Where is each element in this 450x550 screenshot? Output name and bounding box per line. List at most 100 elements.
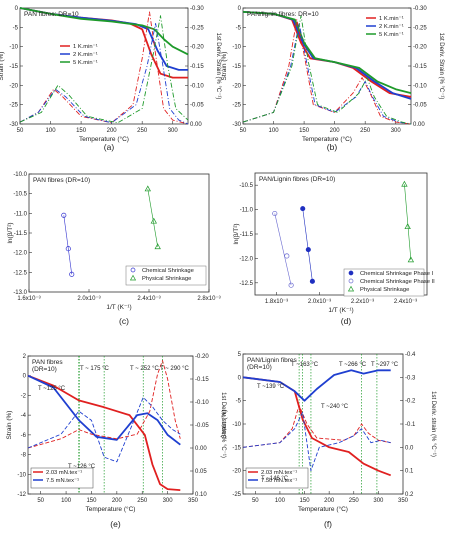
fit-line (274, 213, 292, 286)
fit-line (147, 188, 158, 247)
x-tick-label: 200 (112, 498, 123, 504)
x-axis-label: 1/T (K⁻¹) (106, 304, 131, 311)
legend-label: 2.03 mN.tex⁻¹ (261, 470, 297, 476)
y-tick-label: -10 (9, 45, 18, 51)
y2-tick-label: -0.25 (190, 25, 204, 31)
x-tick-label: 150 (76, 128, 87, 134)
y2-tick-label: -0.4 (405, 352, 416, 358)
x-tick-label: 100 (46, 128, 57, 134)
series-line (242, 376, 392, 477)
chart-title: (DR=10) (32, 366, 57, 373)
y2-tick-label: 0.2 (405, 492, 414, 498)
y-tick-label: -12.0 (13, 251, 27, 257)
x-tick-label: 2.0x10⁻³ (77, 296, 100, 302)
x-tick-label: 50 (240, 128, 247, 134)
chart-panel-a: 50 100 150 200 250 300 0 -5 -10 -15 -20 -25 -30 -0.30… (0, 6, 221, 152)
y2-tick-label: 0.00 (190, 122, 202, 128)
series-line (19, 7, 189, 56)
x-tick-label: 200 (107, 128, 118, 134)
y-tick-label: 0 (15, 6, 19, 12)
legend-label: 5 K.min⁻¹ (73, 60, 98, 66)
legend-label: 1 K.min⁻¹ (73, 44, 98, 50)
y2-tick-label: 0.05 (195, 469, 207, 475)
y-tick-label: -5 (236, 25, 242, 31)
chart-title: PAN fibres (DR=10) (33, 177, 90, 184)
y2-tick-label: -0.05 (195, 423, 209, 429)
annotation-label: T ~ 175 °C (80, 366, 109, 372)
panel-label: (e) (110, 519, 121, 529)
y2-tick-label: -0.2 (405, 399, 416, 405)
y2-tick-label: -0.10 (190, 83, 204, 89)
x-tick-label: 150 (300, 498, 311, 504)
annotation-label: T ~ 290 °C (160, 366, 189, 372)
annotation-label: T ~126 °C (68, 464, 96, 470)
x-tick-label: 300 (373, 498, 384, 504)
y2-tick-label: 0.00 (413, 122, 425, 128)
y-axis-label: Strain (%) (6, 411, 13, 440)
y2-axis-label: 1st Deriv. strain (% °C⁻¹) (220, 392, 226, 458)
y2-axis-label: 1st Deriv. strain (% °C⁻¹) (430, 391, 436, 457)
data-point (284, 253, 290, 259)
chart-title: (DR=10) (247, 364, 272, 371)
x-tick-label: 250 (360, 128, 371, 134)
y-tick-label: -12.5 (239, 281, 253, 287)
legend-label: 7.5 mN.tex⁻¹ (46, 478, 79, 484)
y-tick-label: -10 (17, 472, 26, 478)
y-tick-label: -4 (21, 413, 27, 419)
x-tick-label: 2.4x10⁻³ (394, 299, 417, 305)
x-axis-label: Temperature (°C) (79, 135, 129, 143)
legend-label: Physical Shrinkage (360, 287, 409, 293)
y2-tick-label: -0.3 (405, 375, 416, 381)
data-point (154, 243, 161, 250)
y-axis-label: Strain (%) (221, 410, 228, 439)
y2-tick-label: -0.10 (195, 400, 209, 406)
series-line (242, 15, 412, 125)
chart-title: PAN/lignin fibres: DR=10 (247, 11, 319, 18)
y2-tick-label: 0.0 (405, 445, 414, 451)
series-line (242, 369, 391, 402)
y-tick-label: -15 (232, 445, 241, 451)
x-tick-label: 300 (163, 498, 174, 504)
legend-label: Physical Shrinkage (142, 276, 191, 282)
y-tick-label: -10.5 (239, 183, 253, 189)
x-tick-label: 250 (137, 128, 148, 134)
x-tick-label: 200 (324, 498, 335, 504)
legend-label: Chemical Shrinkage Phase II (360, 279, 435, 285)
y-tick-label: -20 (232, 83, 241, 89)
series-line (242, 23, 412, 125)
annotation-label: T ~297 °C (371, 362, 399, 368)
y2-tick-label: -0.15 (190, 64, 204, 70)
series-line (242, 19, 412, 125)
legend-box (30, 467, 94, 489)
chart-title: PAN/Lignin fibres (DR=10) (259, 176, 335, 183)
x-tick-label: 50 (252, 498, 259, 504)
series-line (27, 396, 181, 463)
y-axis-label: ln(β/T²) (7, 222, 14, 243)
legend-label: 7.50 mN.tex⁻¹ (261, 478, 297, 484)
x-tick-label: 300 (168, 128, 179, 134)
series-line (242, 411, 391, 472)
y-tick-label: -11.0 (14, 211, 28, 217)
legend-label: Chemical Shrinkage (142, 268, 194, 274)
y2-tick-label: -0.30 (190, 6, 204, 12)
x-tick-label: 50 (37, 498, 44, 504)
y-tick-label: -12.0 (239, 256, 253, 262)
y-tick-label: 0 (23, 374, 27, 380)
y2-tick-label: 0.10 (195, 492, 207, 498)
series-line (242, 11, 412, 94)
series-line (27, 360, 181, 449)
fit-line (302, 208, 313, 282)
legend-label: 2 K.min⁻¹ (73, 52, 98, 58)
y-tick-label: -5 (13, 25, 19, 31)
chart-panel-f: 50 100 150 200 250 300 35050-5-10-15-20-25-0.4… (221, 352, 436, 529)
x-tick-label: 50 (17, 128, 24, 134)
y2-axis-label: 1st Deriv. Strain (% °C⁻¹) (215, 33, 221, 100)
y-tick-label: 5 (238, 352, 242, 358)
chart-panel-c: 1.6x10⁻³ 2.0x10⁻³ 2.4x10⁻³ 2.8x10⁻³ -10.0 -10… (7, 172, 221, 326)
panel-label: (a) (104, 142, 115, 152)
series-line (27, 374, 181, 491)
panel-label: (f) (324, 519, 332, 529)
fit-line (63, 215, 73, 275)
y2-tick-label: -0.1 (405, 422, 416, 428)
x-tick-label: 100 (269, 128, 280, 134)
